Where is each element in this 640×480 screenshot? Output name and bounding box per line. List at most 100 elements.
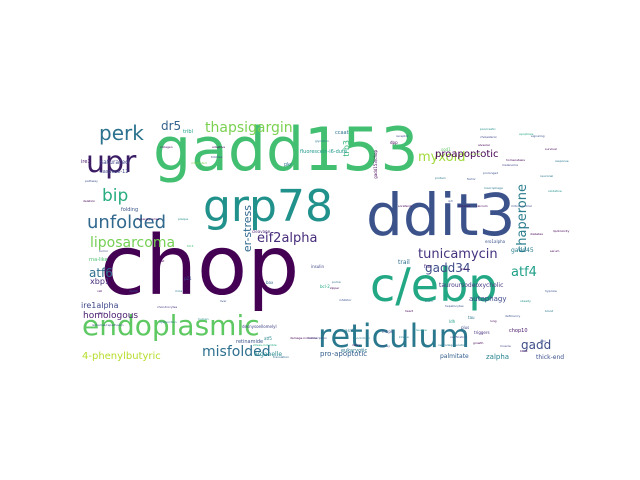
word-lipotoxicity: lipotoxicity: [553, 229, 570, 233]
word-sorafenib: sorafenib: [398, 204, 413, 208]
word-organelle: organelle: [254, 351, 283, 358]
word-pancreatic: pancreatic: [480, 127, 496, 131]
word-chop10: chop10: [509, 328, 528, 334]
word-chop: chop: [100, 219, 300, 314]
word-integrated: integrated: [191, 161, 207, 165]
word-macrophage: macrophage: [484, 186, 503, 190]
word-ossification: ossification: [450, 335, 467, 339]
word-receptor: receptor: [396, 134, 409, 138]
word-adaptive: adaptive: [212, 145, 226, 149]
word-chaperone: chaperone: [515, 184, 530, 253]
word-nutrient: nutrient: [470, 152, 482, 156]
word-reticulum: reticulum: [318, 317, 470, 355]
word-leucine: leucine: [416, 328, 427, 332]
word-ddit3: ddit3: [366, 181, 516, 249]
word-translation: translation: [273, 355, 290, 359]
word-neurodegeneration: neurodegeneration: [438, 343, 467, 347]
word-liposarcoma: liposarcoma: [90, 235, 176, 251]
word-trb3-: trb3-: [187, 244, 195, 248]
word-folding: folding: [121, 207, 139, 213]
word-induced: induced: [458, 204, 470, 208]
word-thapsigargin: thapsigargin: [205, 120, 293, 136]
word-dr5: dr5: [161, 119, 182, 133]
word-eukaryotic: eukaryotic: [341, 348, 368, 354]
word-4-phenylbutyric: 4-phenylbutyric: [82, 351, 161, 362]
word-gadd45: gadd45: [511, 247, 534, 254]
word-diabetes: diabetes: [530, 232, 543, 236]
word-unfolded: unfolded: [87, 212, 167, 233]
word-fluorescein-i6-dutp: fluorescein-i6-dutp: [300, 149, 348, 155]
word-asns: asnS: [345, 328, 355, 333]
word-cleavage: cleavage: [252, 229, 271, 234]
word-homologous: homologous: [83, 311, 139, 321]
word-autophagy: autophagy: [469, 295, 507, 303]
word-trail: trail: [398, 259, 410, 266]
word-c-ebp: c/ebp: [370, 258, 498, 312]
word-serum: serum: [550, 249, 560, 253]
word-sod1: sod1: [441, 147, 451, 152]
word-knockdown: knockdown: [353, 336, 370, 340]
word-gadd: gadd: [521, 338, 552, 352]
word-liver: liver: [220, 299, 227, 303]
word-neuronal: neuronal: [540, 174, 554, 178]
word-atf6: atf6: [89, 266, 113, 280]
word-rat: rat: [160, 259, 165, 263]
word-atf4: atf4: [511, 265, 537, 280]
word-grp78: grp78: [203, 181, 333, 232]
word-4hpr: 4hpr: [98, 311, 105, 315]
word-ccaat: ccaat: [335, 130, 349, 136]
word-pathway: pathway: [85, 179, 98, 183]
word-damage-inducible: damage-inducible: [290, 336, 317, 340]
word-zipper: zipper: [330, 286, 340, 290]
word-ischemia-reperfusion: ischemia/reperfusion: [92, 323, 124, 327]
word-gadd153-chop: gadd153/chop: [373, 150, 378, 179]
word-homeostasis: homeostasis: [506, 158, 525, 162]
word-kidney: kidney: [380, 344, 390, 348]
word-p21: p21: [184, 276, 192, 281]
word-thick-end: thick-end: [536, 354, 565, 361]
word-pro-apoptotic: pro-apoptotic: [320, 350, 368, 358]
word-tribl: tribl: [183, 129, 193, 135]
word-protein: protein: [435, 176, 446, 180]
word-signaling: signaling: [531, 134, 545, 138]
word-lung: lung: [490, 319, 497, 323]
word-triggers: triggers: [474, 330, 490, 335]
word-skin: skin: [540, 339, 547, 343]
word-human: human: [198, 317, 209, 321]
word-injury: injury: [352, 343, 361, 347]
word-death: death: [129, 289, 138, 293]
word-mitochondrial: mitochondrial: [511, 204, 532, 208]
word-gadd34: gadd34: [425, 261, 471, 275]
word-eif2alpha: eif2alpha: [257, 231, 318, 246]
word-misfolded: misfolded: [202, 344, 271, 360]
word-zalpha: zalpha: [486, 353, 510, 361]
word-bip: bip: [102, 186, 129, 206]
word-prolonged: prolonged: [483, 171, 499, 175]
word-tauroursodeoxycholic: tauroursodeoxycholic: [439, 282, 504, 289]
word-pkr: pkr: [284, 162, 293, 168]
word-xbp1: xbp1: [90, 277, 110, 286]
word-palmitate: palmitate: [440, 353, 469, 360]
word-puma: puma: [332, 280, 341, 284]
word-obesity: obesity: [520, 299, 531, 303]
word-growth: growth: [473, 341, 484, 345]
word-tunicamycin: tunicamycin: [418, 247, 498, 262]
word-upr: upr: [86, 145, 137, 180]
word-ire1: ire1: [81, 159, 91, 165]
word-tumor: tumor: [99, 249, 109, 253]
word-caspase-12: caspase-12: [100, 169, 129, 175]
word-bax: bax: [266, 280, 274, 285]
word-bcl-2: bcl-2: [320, 284, 330, 289]
word-tau: tau: [468, 315, 475, 320]
word-transcription: transcription: [308, 336, 328, 340]
word-saturated: saturated: [100, 159, 129, 166]
word-ire1alpha: ire1alpha: [81, 301, 119, 310]
word-blood: blood: [545, 309, 554, 313]
word-deletion: deletion: [83, 199, 96, 203]
word-myxoid: myxoid: [418, 150, 466, 165]
word-fus: fus: [424, 264, 432, 270]
word-calcium: calcium: [476, 204, 488, 208]
word-plus: plus: [461, 325, 470, 330]
word-chondrocytes: chondrocytes: [157, 305, 178, 309]
